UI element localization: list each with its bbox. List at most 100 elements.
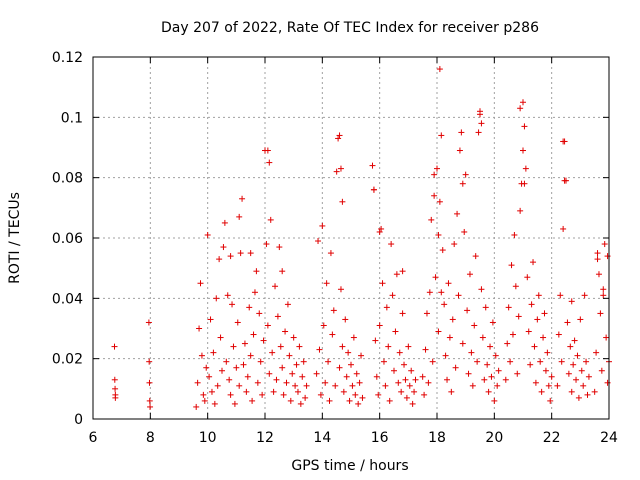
data-point [577, 316, 584, 323]
data-point [545, 382, 552, 389]
data-point [302, 394, 309, 401]
data-point [446, 334, 453, 341]
data-point [461, 228, 468, 235]
data-point [203, 364, 210, 371]
data-point [147, 403, 154, 410]
x-tick-label: 20 [485, 430, 503, 446]
data-point [241, 340, 248, 347]
data-point [223, 358, 230, 365]
data-point [438, 132, 445, 139]
data-point [326, 397, 333, 404]
data-point [502, 376, 509, 383]
data-point [531, 343, 538, 350]
data-point [270, 388, 277, 395]
data-point [409, 400, 416, 407]
data-point [300, 358, 307, 365]
data-point [236, 213, 243, 220]
data-point [600, 286, 607, 293]
data-point [534, 316, 541, 323]
data-point [210, 349, 217, 356]
data-point [474, 358, 481, 365]
data-point [574, 352, 581, 359]
data-point [403, 394, 410, 401]
data-point [279, 364, 286, 371]
data-points [111, 66, 612, 410]
data-point [316, 346, 323, 353]
data-point [464, 307, 471, 314]
data-point [227, 253, 234, 260]
data-point [575, 394, 582, 401]
data-point [426, 289, 433, 296]
data-point [452, 364, 459, 371]
data-point [358, 352, 365, 359]
data-point [246, 304, 253, 311]
data-point [568, 388, 575, 395]
data-point [455, 292, 462, 299]
data-point [412, 376, 419, 383]
data-point [458, 129, 465, 136]
data-point [286, 352, 293, 359]
data-point [345, 349, 352, 356]
data-point [276, 244, 283, 251]
data-point [564, 319, 571, 326]
data-point [507, 358, 514, 365]
data-point [297, 400, 304, 407]
y-tick-label: 0.08 [52, 171, 83, 187]
data-point [226, 376, 233, 383]
data-point [266, 159, 273, 166]
data-point [492, 352, 499, 359]
y-tick-label: 0.06 [52, 231, 83, 247]
data-point [511, 231, 518, 238]
data-point [431, 171, 438, 178]
data-point [405, 343, 412, 350]
data-point [528, 301, 535, 308]
data-point [538, 388, 545, 395]
data-point [112, 394, 119, 401]
data-point [396, 349, 403, 356]
data-point [208, 388, 215, 395]
data-point [399, 268, 406, 275]
data-point [233, 364, 240, 371]
x-tick-label: 8 [146, 430, 155, 446]
data-point [451, 241, 458, 248]
data-point [369, 162, 376, 169]
data-point [422, 346, 429, 353]
x-axis-label: GPS time / hours [291, 458, 408, 474]
data-point [292, 382, 299, 389]
data-point [370, 186, 377, 193]
data-point [395, 379, 402, 386]
data-point [544, 349, 551, 356]
data-point [196, 325, 203, 332]
data-point [236, 382, 243, 389]
data-point [561, 177, 568, 184]
data-point [601, 241, 608, 248]
data-point [573, 376, 580, 383]
data-point [383, 304, 390, 311]
data-point [273, 376, 280, 383]
data-point [484, 361, 491, 368]
data-point [436, 198, 443, 205]
data-point [372, 337, 379, 344]
data-point [382, 382, 389, 389]
data-point [432, 274, 439, 281]
data-point [380, 358, 387, 365]
x-tick-label: 16 [371, 430, 389, 446]
data-point [585, 373, 592, 380]
data-point [541, 310, 548, 317]
data-point [146, 358, 153, 365]
data-point [581, 292, 588, 299]
data-point [540, 334, 547, 341]
data-point [466, 271, 473, 278]
data-point [438, 289, 445, 296]
data-point [279, 268, 286, 275]
data-point [388, 241, 395, 248]
data-point [522, 165, 529, 172]
data-point [570, 361, 577, 368]
data-point [356, 379, 363, 386]
data-point [428, 216, 435, 223]
data-point [263, 241, 270, 248]
x-tick-label: 10 [199, 430, 217, 446]
data-point [111, 343, 118, 350]
y-tick-label: 0.02 [52, 352, 83, 368]
